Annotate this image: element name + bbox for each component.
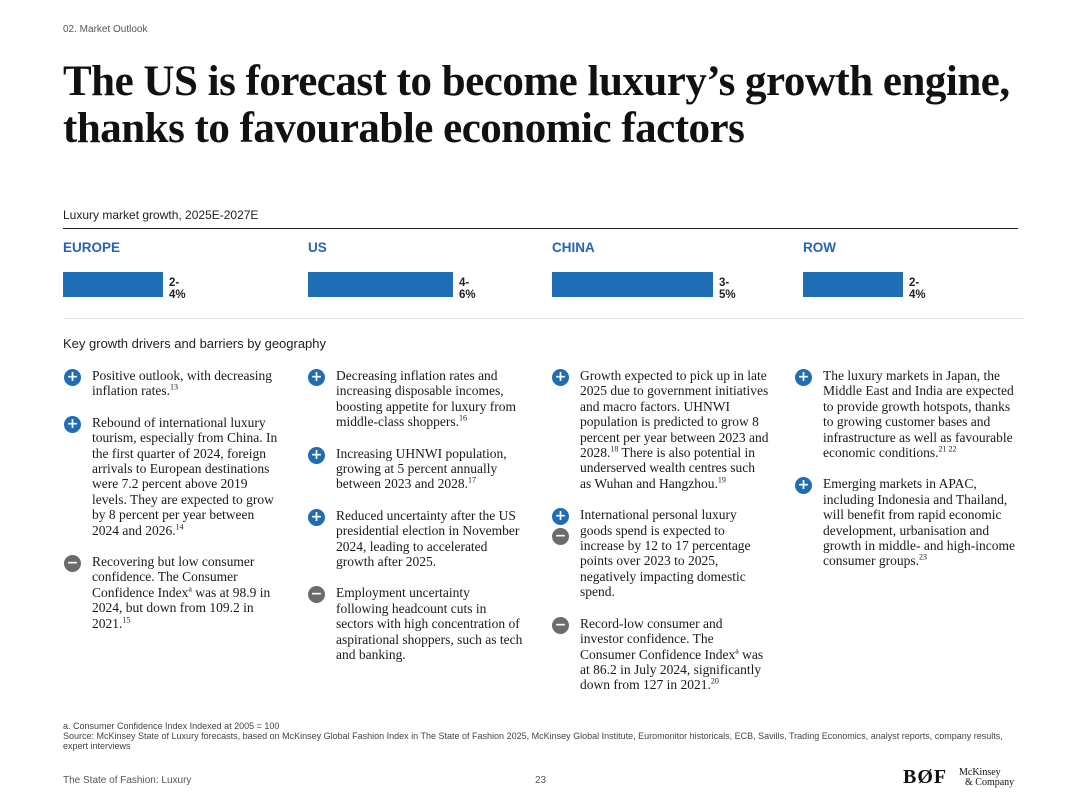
footnote-ref: 23 — [918, 552, 927, 562]
driver-item: + Increasing UHNWI population, growing a… — [307, 446, 525, 492]
footnote-ref: a — [735, 646, 739, 655]
plus-icon: + — [64, 369, 81, 386]
minus-icon: − — [552, 528, 569, 546]
driver-text: International personal luxury goods spen… — [580, 507, 751, 600]
mckinsey-logo: McKinsey & Company — [959, 768, 1014, 788]
driver-text: Positive outlook, with decreasing inflat… — [92, 368, 272, 399]
bar-row — [803, 272, 903, 297]
geo-column-china: CHINA 3-5% — [552, 240, 736, 301]
plus-icon: + — [552, 369, 569, 386]
driver-item: + Positive outlook, with decreasing infl… — [63, 368, 281, 399]
plus-icon: + — [795, 477, 812, 495]
footnote-ref: 13 — [169, 382, 178, 392]
geo-column-row: ROW 2-4% — [803, 240, 926, 301]
plus-icon: + — [308, 369, 325, 386]
minus-icon: − — [552, 616, 569, 634]
footnote-ref: 19 — [717, 475, 726, 485]
barrier-item: − Recovering but low consumer confidence… — [63, 554, 281, 631]
mckinsey-logo-line2: & Company — [965, 777, 1015, 788]
barrier-text: Employment uncertainty following headcou… — [336, 585, 523, 663]
driver-item: + The luxury markets in Japan, the Middl… — [794, 368, 1020, 460]
geo-column-europe: EUROPE 2-4% — [63, 240, 186, 301]
drivers-column-us: + Decreasing inflation rates and increas… — [307, 368, 525, 679]
footnote-ref: 18 — [610, 444, 619, 454]
minus-icon: − — [308, 586, 325, 604]
plus-icon: + — [795, 369, 812, 386]
section-label: 02. Market Outlook — [63, 24, 148, 35]
barrier-item: − Record-low consumer and investor confi… — [551, 616, 769, 693]
driver-text: Reduced uncertainty after the US preside… — [336, 507, 520, 570]
mixed-item: + − International personal luxury goods … — [551, 507, 769, 599]
driver-text: The luxury markets in Japan, the Middle … — [823, 368, 1014, 461]
chart-title: Luxury market growth, 2025E-2027E — [63, 208, 259, 222]
driver-item: + Rebound of international luxury touris… — [63, 415, 281, 538]
driver-text: Rebound of international luxury tourism,… — [92, 414, 278, 538]
page-title: The US is forecast to become luxury’s gr… — [63, 58, 1010, 152]
plus-icon: + — [308, 508, 325, 526]
plus-icon: + — [64, 415, 81, 433]
driver-text: Decreasing inflation rates and increasin… — [336, 368, 516, 430]
bar-label-europe: 2-4% — [169, 277, 186, 301]
barrier-text: Record-low consumer and investor confide… — [580, 615, 736, 662]
footnote-ref: 14 — [175, 522, 184, 532]
footnote-ref: 20 — [710, 676, 719, 686]
bar-label-row: 2-4% — [909, 277, 926, 301]
plus-icon: + — [552, 508, 569, 526]
geo-label-europe: EUROPE — [63, 240, 121, 255]
geo-label-us: US — [308, 240, 327, 255]
driver-text: Emerging markets in APAC, including Indo… — [823, 476, 1015, 569]
barrier-text: was at 98.9 in 2024, but down from 109.2… — [92, 584, 271, 631]
footnote-ref: 16 — [458, 413, 467, 423]
bar-label-us: 4-6% — [459, 277, 476, 301]
driver-item: + Emerging markets in APAC, including In… — [794, 476, 1020, 568]
footnote-ref: 17 — [467, 475, 476, 485]
footnote-ref: a — [188, 584, 192, 594]
drivers-column-europe: + Positive outlook, with decreasing infl… — [63, 368, 281, 647]
geo-label-row: ROW — [803, 240, 836, 255]
drivers-column-china: + Growth expected to pick up in late 202… — [551, 368, 769, 709]
footnote-ref: 21 22 — [938, 444, 957, 454]
page-number: 23 — [535, 775, 547, 786]
geo-column-us: US 4-6% — [308, 240, 476, 301]
mckinsey-logo-line1: McKinsey — [959, 767, 1001, 778]
footnote: a. Consumer Confidence Index Indexed at … — [63, 721, 280, 731]
driver-text: There is also potential in underserved w… — [580, 445, 756, 491]
plus-icon: + — [308, 446, 325, 464]
minus-icon: − — [64, 555, 81, 573]
driver-item: + Decreasing inflation rates and increas… — [307, 368, 525, 430]
bof-logo: BØF — [903, 766, 948, 788]
barrier-item: − Employment uncertainty following headc… — [307, 585, 525, 662]
driver-item: + Reduced uncertainty after the US presi… — [307, 508, 525, 570]
bar-europe — [63, 272, 163, 297]
driver-item: + Growth expected to pick up in late 202… — [551, 368, 769, 491]
bar-label-china: 3-5% — [719, 277, 736, 301]
footer-publication: The State of Fashion: Luxury — [63, 775, 192, 786]
bar-us — [308, 272, 453, 297]
barrier-text: Recovering but low consumer confidence. … — [92, 554, 255, 600]
geo-label-china: CHINA — [552, 240, 595, 255]
drivers-title: Key growth drivers and barriers by geogr… — [63, 336, 327, 351]
drivers-column-row: + The luxury markets in Japan, the Middl… — [794, 368, 1020, 585]
source-note: Source: McKinsey State of Luxury forecas… — [63, 731, 1003, 751]
barrier-text: was at 86.2 in July 2024, significantly … — [580, 646, 764, 693]
chart-divider — [63, 228, 1018, 229]
driver-text: Increasing UHNWI population, growing at … — [336, 445, 507, 492]
footnote-ref: 15 — [122, 615, 131, 625]
chart-bottom-divider — [63, 318, 1025, 319]
driver-text: Growth expected to pick up in late 2025 … — [580, 368, 769, 461]
bar-china — [552, 272, 713, 297]
